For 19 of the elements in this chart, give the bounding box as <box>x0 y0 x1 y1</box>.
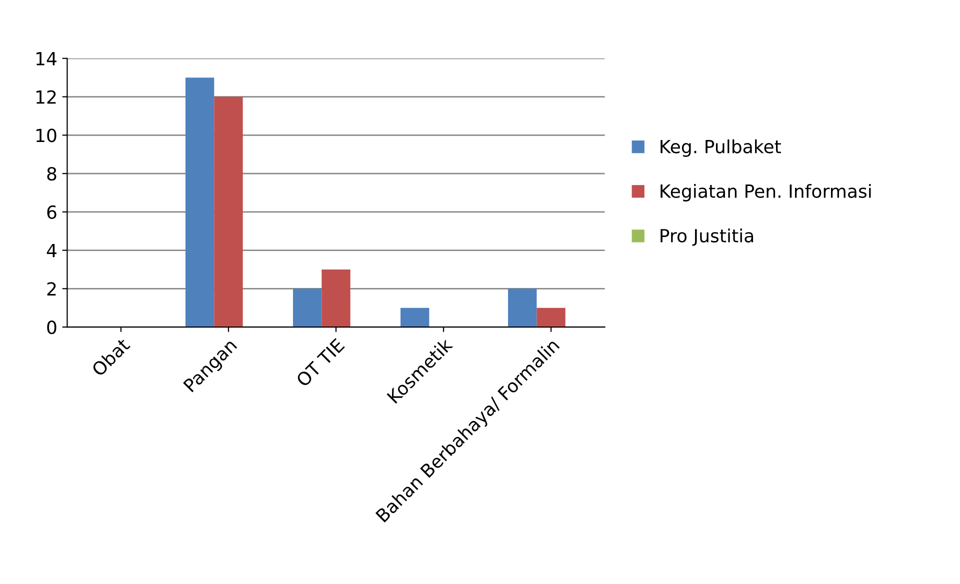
x-tick-label: OT TIE <box>295 338 346 388</box>
bar <box>400 308 430 328</box>
y-tick-label: 0 <box>47 320 56 334</box>
bar <box>292 288 322 328</box>
y-tick-label: 8 <box>47 166 56 181</box>
bar <box>185 78 214 328</box>
y-tick-label: 14 <box>36 52 56 66</box>
legend-label: Kegiatan Pen. Informasi <box>660 184 871 202</box>
y-tick-label: 4 <box>46 244 56 258</box>
y-tick-label: 10 <box>36 128 56 142</box>
y-tick-label: 6 <box>47 205 56 220</box>
legend-label: Pro Justitia <box>660 228 754 246</box>
bar <box>322 269 350 328</box>
bar <box>536 308 566 328</box>
y-tick-label: 2 <box>47 282 56 296</box>
y-tick-label: 12 <box>36 90 56 104</box>
bar <box>214 96 243 328</box>
bar <box>508 288 537 328</box>
legend-label: Keg. Pulbaket <box>660 139 781 157</box>
